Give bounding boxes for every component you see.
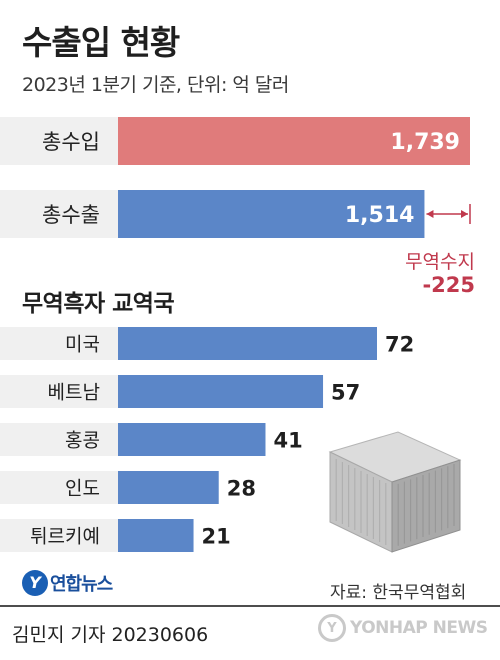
yonhap-logo-icon: Y [22,570,48,596]
page-subtitle: 2023년 1분기 기준, 단위: 억 달러 [22,74,289,96]
country-label-band [0,519,118,552]
source-note: 자료: 한국무역협회 [330,583,467,603]
country-bar [118,471,219,504]
country-label-band [0,327,118,360]
trade-category-label: 총수출 [42,203,100,227]
country-value-label: 57 [331,381,360,405]
country-value-label: 72 [385,333,414,357]
trade-category-label: 총수입 [42,130,100,154]
country-value-label: 21 [202,525,231,549]
balance-value: -225 [422,273,475,297]
trade-value-label: 1,514 [345,203,415,228]
yonhap-watermark-text: YONHAP NEWS [350,618,488,638]
balance-arrow-left [426,210,434,218]
country-bar [118,327,377,360]
country-label: 인도 [65,478,100,500]
country-label-band [0,423,118,456]
export-bar [118,190,425,238]
shipping-container-icon [328,431,462,553]
trade-value-label: 1,739 [390,130,460,155]
trade-label-band [0,190,118,238]
trade-label-band [0,117,118,165]
balance-label: 무역수지 [405,251,475,273]
country-bar [118,519,194,552]
country-label: 베트남 [48,382,100,404]
yonhap-logo: Y 연합뉴스 [22,570,113,596]
country-label: 미국 [65,334,100,356]
country-label: 튀르키예 [30,526,100,548]
import-bar [118,117,470,165]
country-label-band [0,471,118,504]
yonhap-watermark: Y YONHAP NEWS [318,614,488,642]
country-value-label: 41 [273,429,302,453]
footer-divider [0,605,500,607]
yonhap-watermark-icon: Y [318,614,346,642]
country-value-label: 28 [227,477,256,501]
yonhap-logo-text: 연합뉴스 [50,574,113,595]
country-label-band [0,375,118,408]
chart: 총수입 1,739 총수출 1,514 무역수지-225 미국 72 베트남 57 홍콩 41 인도 2… [0,117,475,553]
byline: 김민지 기자 20230606 [12,624,209,646]
country-bar [118,423,266,456]
country-bar [118,375,324,408]
page-title: 수출입 현황 [22,23,180,62]
section-title: 무역흑자 교역국 [22,291,175,317]
balance-arrow-right [461,210,468,218]
country-label: 홍콩 [65,430,100,452]
